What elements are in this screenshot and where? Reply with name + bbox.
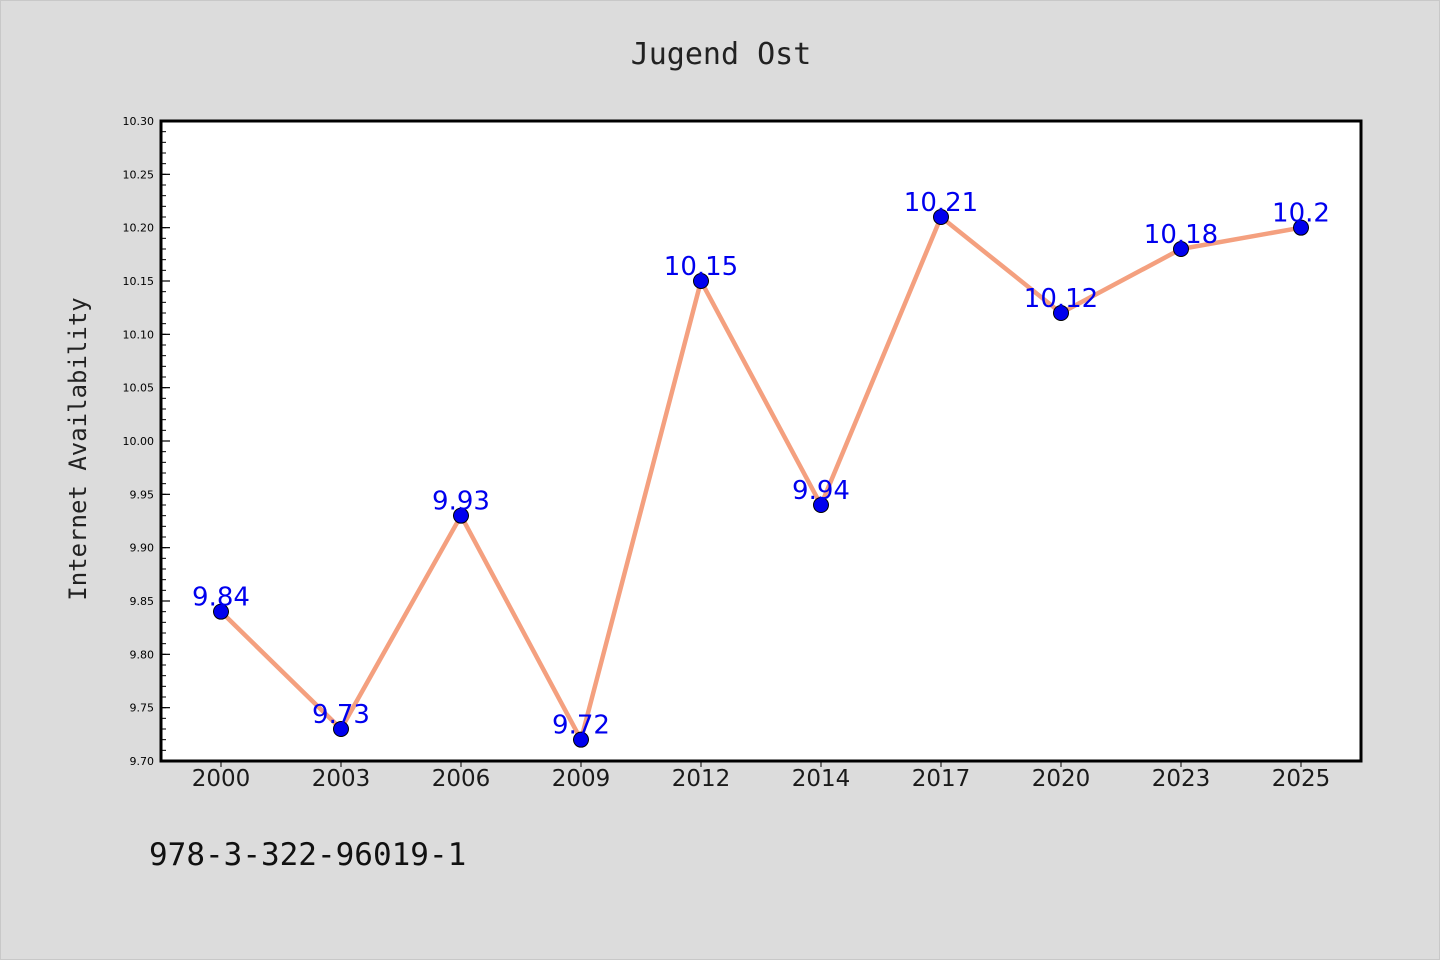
y-tick-label: 10.20	[123, 222, 155, 235]
x-tick-label: 2017	[912, 766, 971, 792]
data-label: 9.93	[432, 487, 490, 517]
x-tick-label: 2020	[1032, 766, 1091, 792]
data-point	[813, 497, 829, 513]
y-tick-label: 10.00	[123, 435, 155, 448]
data-label: 9.84	[192, 583, 250, 613]
series-line-group	[218, 214, 1304, 742]
data-point	[573, 731, 589, 748]
y-tick-label: 9.80	[130, 648, 155, 661]
data-point	[1293, 219, 1309, 236]
data-point	[453, 507, 469, 524]
plot-area	[161, 121, 1361, 761]
data-label: 9.94	[792, 476, 850, 506]
data-label-group: 9.84 9.73 9.93 9.72 10.15 9.94 10.21 10.12 10.18…	[192, 188, 1330, 741]
data-label: 9.73	[312, 700, 370, 730]
y-tick-label: 9.75	[130, 702, 155, 715]
x-tick-label: 2000	[192, 766, 251, 792]
data-point	[1053, 305, 1069, 321]
y-tick-label: 10.10	[123, 328, 155, 341]
data-label: 10.15	[664, 252, 738, 282]
x-tick-label: 2012	[672, 766, 731, 792]
data-label: 10.18	[1144, 220, 1218, 250]
x-tick-label: 2009	[552, 766, 611, 792]
data-point	[933, 209, 949, 225]
y-tick-label: 10.15	[123, 275, 155, 288]
footer-isbn: 978-3-322-96019-1	[149, 837, 466, 873]
x-axis-ticks: 2000 2003 2006 2009 2012 2014 2017 2020 2023 2025	[192, 761, 1331, 792]
x-tick-label: 2003	[312, 766, 371, 792]
x-tick-label: 2014	[792, 766, 851, 792]
chart-title: Jugend Ost	[631, 37, 812, 72]
data-point	[213, 603, 229, 620]
y-tick-label: 9.90	[130, 542, 155, 555]
y-tick-label: 10.30	[123, 115, 155, 128]
y-tick-label: 10.05	[123, 382, 155, 395]
data-label: 10.2	[1272, 199, 1330, 229]
y-tick-label: 9.85	[130, 595, 155, 608]
series-line	[218, 214, 1304, 742]
x-tick-label: 2006	[432, 766, 491, 792]
data-label: 10.12	[1024, 284, 1098, 314]
y-tick-label: 9.95	[130, 488, 155, 501]
plot-frame	[159, 119, 1363, 763]
x-tick-label: 2025	[1272, 766, 1331, 792]
data-point	[693, 273, 709, 289]
y-tick-label: 10.25	[123, 168, 155, 181]
data-label: 9.72	[552, 711, 610, 741]
y-tick-label: 9.70	[130, 755, 155, 768]
y-axis-label: Internet Availability	[64, 297, 92, 600]
data-point	[333, 721, 349, 737]
data-point	[1173, 241, 1189, 257]
data-point-group	[213, 209, 1309, 748]
x-tick-label: 2023	[1152, 766, 1211, 792]
data-label: 10.21	[904, 188, 978, 218]
